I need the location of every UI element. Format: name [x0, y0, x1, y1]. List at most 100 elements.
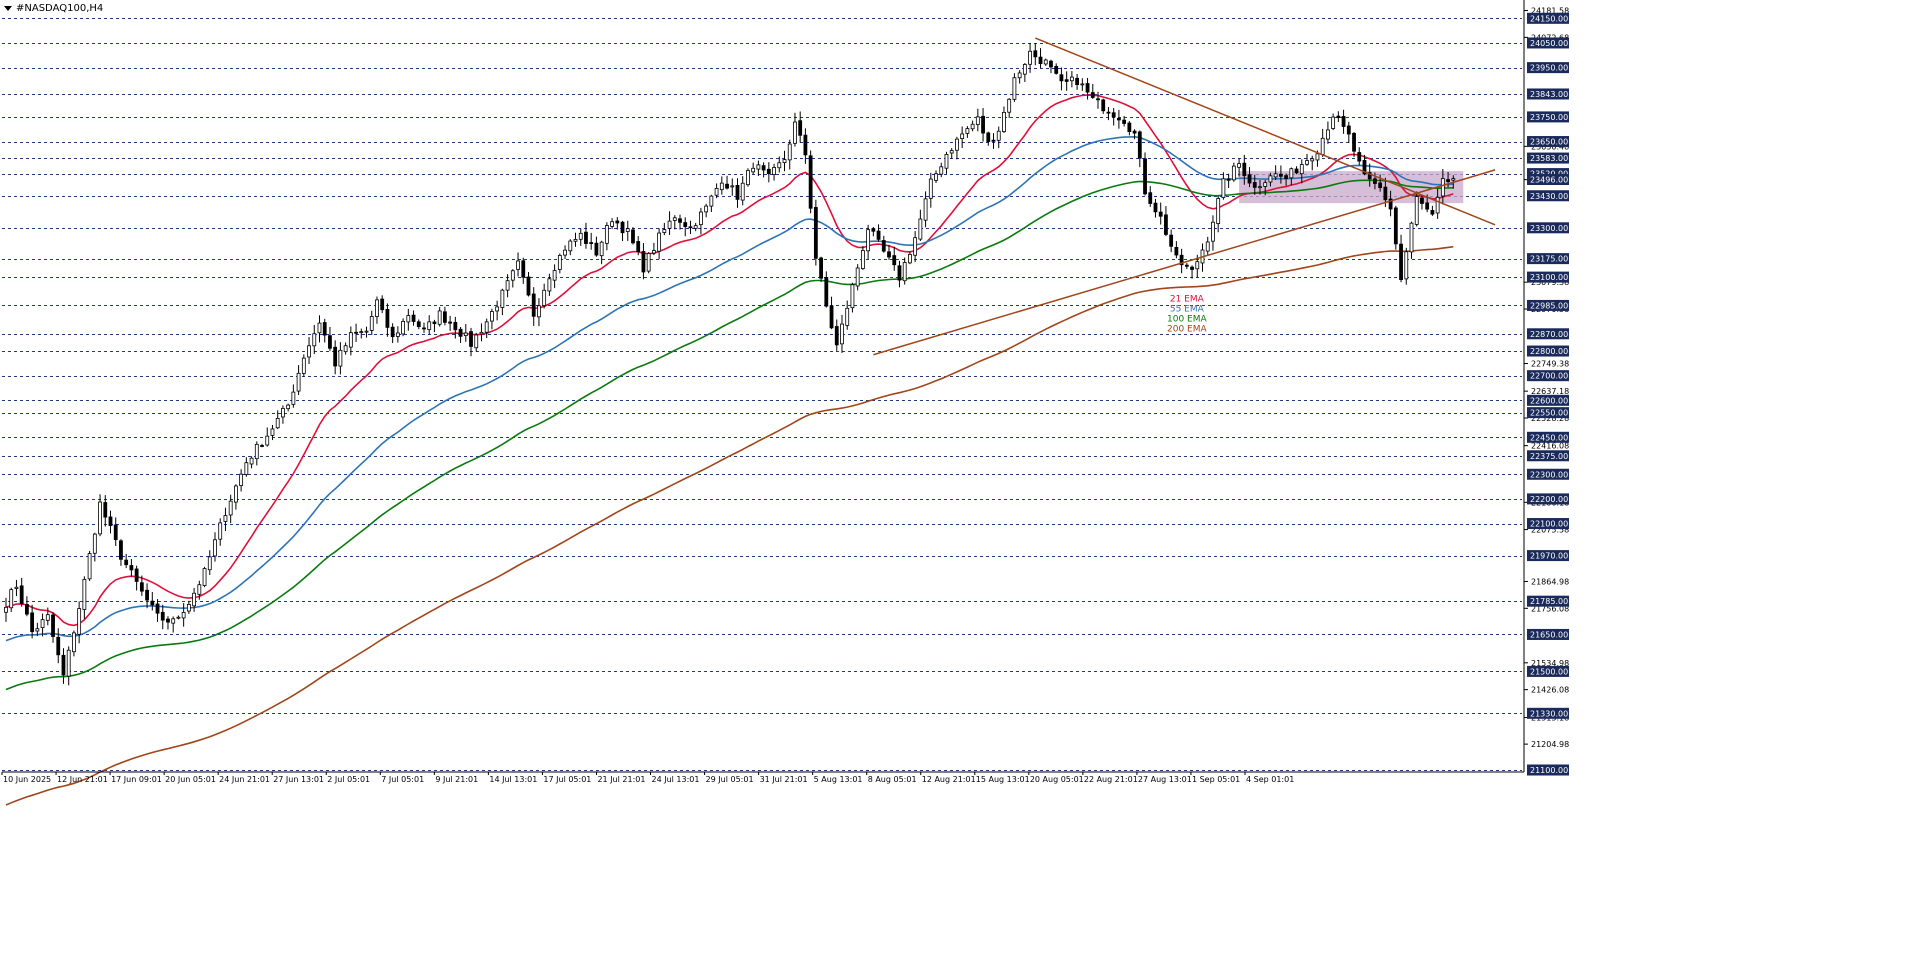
- candle-body: [1378, 182, 1383, 189]
- candle-body: [1315, 153, 1320, 161]
- candle-body: [855, 267, 860, 287]
- candle-body: [312, 333, 317, 347]
- candle-body: [578, 232, 583, 240]
- candle-body: [573, 239, 578, 242]
- candle-body: [385, 308, 390, 328]
- candle-body: [286, 404, 291, 410]
- candle-body: [1169, 234, 1174, 247]
- candle-body: [1294, 168, 1299, 174]
- candle-body: [254, 443, 259, 460]
- candle-body: [416, 321, 421, 328]
- candle-body: [343, 345, 348, 353]
- candle-body: [542, 289, 547, 306]
- price-level-tag-label: 23496.00: [1530, 176, 1568, 185]
- candle-body: [735, 184, 740, 200]
- price-level-tag-label: 21785.00: [1530, 597, 1568, 606]
- time-axis-label: 10 Jun 2025: [3, 775, 51, 784]
- price-level-tag: [1527, 152, 1569, 164]
- candle-body: [453, 321, 458, 331]
- price-level-tag: [1527, 394, 1569, 406]
- candle-body: [1153, 202, 1158, 213]
- candle-body: [516, 260, 520, 270]
- candle-body: [657, 232, 662, 252]
- candle-body: [1007, 98, 1012, 113]
- candle-body: [1367, 172, 1372, 180]
- candle-body: [458, 328, 463, 337]
- candle-body: [333, 346, 338, 367]
- candle-body: [1111, 112, 1116, 118]
- candle-body: [1117, 117, 1121, 121]
- ema21-line: [5, 94, 1454, 627]
- price-level-tag: [1527, 111, 1569, 123]
- candle-body: [1069, 76, 1074, 82]
- time-axis-label: 1 Sep 05:01: [1192, 775, 1240, 784]
- candle-body: [186, 604, 191, 612]
- candle-body: [401, 321, 405, 335]
- candle-body: [960, 133, 965, 140]
- time-axis-label: 14 Jul 13:01: [489, 775, 537, 784]
- candle-body: [1336, 115, 1341, 119]
- candle-body: [291, 391, 296, 405]
- candle-body: [610, 221, 614, 227]
- chart-title-bar[interactable]: #NASDAQ100,H4: [4, 3, 104, 14]
- price-axis-label: 22749.38: [1531, 360, 1569, 369]
- candle-body: [672, 217, 677, 221]
- candle-body: [260, 445, 264, 447]
- candle-body: [584, 231, 588, 244]
- candle-body: [380, 298, 385, 311]
- candle-body: [1085, 83, 1090, 93]
- candle-body: [568, 240, 573, 252]
- candle-body: [840, 323, 844, 345]
- candle-body: [1383, 186, 1388, 201]
- candle-body: [233, 485, 238, 503]
- candle-body: [484, 321, 489, 333]
- chart-title: #NASDAQ100,H4: [16, 3, 104, 14]
- candle-body: [1231, 165, 1236, 181]
- candle-body: [1341, 116, 1346, 127]
- candle-body: [876, 230, 881, 240]
- candle-body: [1017, 72, 1022, 79]
- candle-body: [171, 618, 176, 624]
- candle-body: [1038, 56, 1043, 64]
- price-level-tag-label: 22870.00: [1530, 330, 1568, 339]
- candle-body: [866, 229, 871, 252]
- candle-body: [1242, 162, 1247, 177]
- candle-body: [1278, 173, 1283, 177]
- candle-body: [1346, 125, 1351, 135]
- candle-body: [991, 139, 996, 142]
- price-level-tag: [1527, 431, 1569, 443]
- price-level-tag-label: 22200.00: [1530, 495, 1568, 504]
- candle-body: [1059, 74, 1064, 82]
- candle-body: [631, 229, 635, 244]
- candle-body: [474, 334, 479, 349]
- candle-body: [1430, 210, 1435, 215]
- candle-body: [150, 600, 155, 606]
- trendlines[interactable]: [873, 37, 1496, 356]
- candle-body: [322, 322, 327, 336]
- price-level-tag: [1527, 493, 1569, 505]
- candle-body: [14, 586, 19, 589]
- candle-body: [442, 311, 447, 323]
- candle-body: [751, 167, 756, 173]
- candle-body: [777, 162, 782, 169]
- time-axis-label: 9 Jul 21:01: [435, 775, 478, 784]
- price-level-tag: [1527, 88, 1569, 100]
- candle-body: [24, 603, 29, 615]
- price-level-tag: [1527, 12, 1569, 24]
- candle-body: [531, 293, 536, 317]
- candle-body: [1148, 192, 1153, 204]
- triangle-down-icon[interactable]: [4, 6, 12, 11]
- price-level-tag-label: 22600.00: [1530, 396, 1568, 405]
- candle-body: [437, 310, 442, 325]
- time-axis-label: 24 Jul 13:01: [652, 775, 700, 784]
- candle-body: [651, 250, 656, 254]
- candle-body: [1331, 116, 1336, 129]
- price-axis[interactable]: 24181.5824072.6823630.4823495.3623079.38…: [1523, 0, 1569, 776]
- time-axis-label: 12 Jun 21:01: [57, 775, 108, 784]
- price-level-tag-label: 22700.00: [1530, 372, 1568, 381]
- time-axis-label: 12 Aug 21:01: [922, 775, 976, 784]
- candle-body: [641, 251, 646, 273]
